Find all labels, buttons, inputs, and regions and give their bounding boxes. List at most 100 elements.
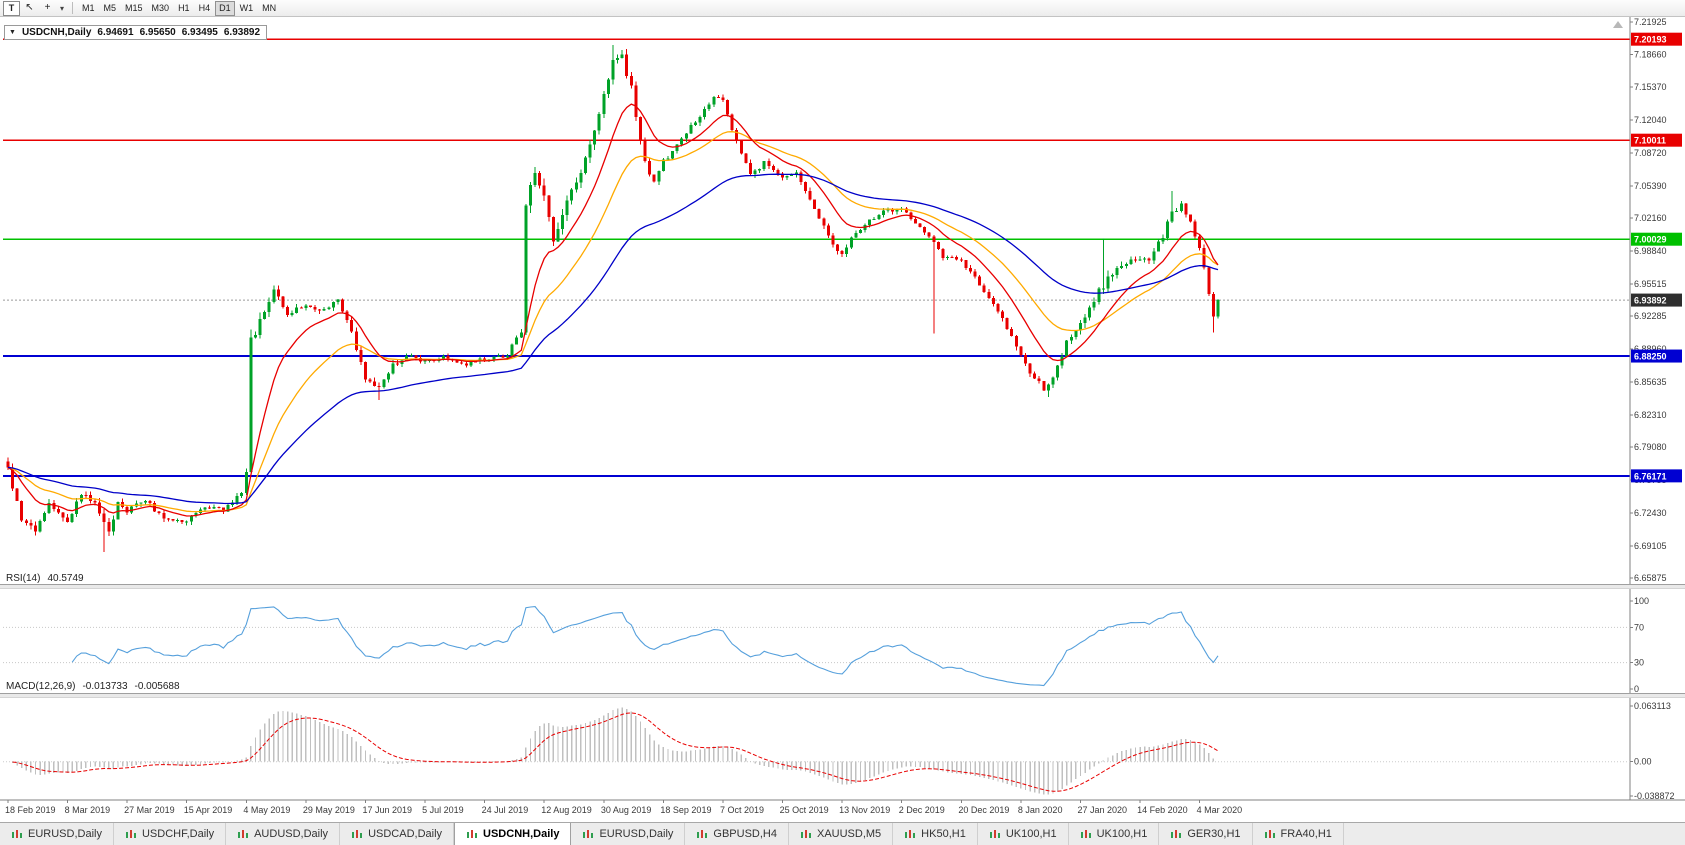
panel-divider-main-rsi[interactable] [0, 584, 1685, 589]
chart-icon [11, 828, 23, 840]
price-tag: 7.20193 [1631, 32, 1682, 46]
svg-text:6.76171: 6.76171 [1634, 471, 1667, 481]
svg-text:6.88250: 6.88250 [1634, 352, 1667, 362]
chart-tab-usdcad-daily[interactable]: USDCAD,Daily [340, 823, 455, 845]
price-tag: 7.10011 [1631, 133, 1682, 147]
macd-signal-line [12, 712, 1219, 792]
timeframe-button-d1[interactable]: D1 [215, 0, 235, 16]
chart-tab-hk50-h1[interactable]: HK50,H1 [893, 823, 978, 845]
svg-text:7.15370: 7.15370 [1634, 82, 1667, 92]
svg-text:30 Aug 2019: 30 Aug 2019 [601, 805, 652, 815]
cursor-tool-button[interactable]: ↖ [21, 1, 38, 16]
chart-tab-bar: EURUSD,Daily USDCHF,Daily AUDUSD,Daily USDC… [0, 822, 1685, 845]
svg-text:7.18660: 7.18660 [1634, 49, 1667, 59]
chart-tab-eurusd-daily[interactable]: EURUSD,Daily [0, 823, 114, 845]
price-tag: 7.00029 [1631, 232, 1682, 246]
timeframe-button-m30[interactable]: M30 [148, 1, 174, 16]
chart-icon [989, 828, 1001, 840]
svg-text:6.88960: 6.88960 [1634, 344, 1667, 354]
chart-tab-gbpusd-h4[interactable]: GBPUSD,H4 [685, 823, 789, 845]
chart-tab-ger30-h1[interactable]: GER30,H1 [1159, 823, 1253, 845]
svg-text:6.82310: 6.82310 [1634, 410, 1667, 420]
macd-signal-value: -0.005688 [134, 681, 180, 692]
svg-text:18 Feb 2019: 18 Feb 2019 [5, 805, 56, 815]
svg-text:8 Jan 2020: 8 Jan 2020 [1018, 805, 1063, 815]
rsi-indicator-label: RSI(14) 40.5749 [6, 573, 84, 584]
svg-text:-0.038872: -0.038872 [1634, 791, 1675, 801]
text-tool-button[interactable]: T [3, 0, 20, 16]
chart-icon [466, 828, 478, 840]
svg-text:13 Nov 2019: 13 Nov 2019 [839, 805, 890, 815]
timeframe-button-mn[interactable]: MN [258, 1, 280, 16]
chart-tab-fra40-h1[interactable]: FRA40,H1 [1253, 823, 1344, 845]
price-tag: 6.88250 [1631, 349, 1682, 363]
price-scale[interactable]: 7.21925 7.18660 7.15370 7.12040 7.08720 7.053… [1629, 17, 1682, 800]
macd-indicator-label: MACD(12,26,9) -0.013733 -0.005688 [6, 681, 180, 692]
price-tag: 6.93892 [1631, 293, 1682, 307]
svg-text:6.65875: 6.65875 [1634, 573, 1667, 583]
svg-text:4 May 2019: 4 May 2019 [243, 805, 290, 815]
svg-text:6.93892: 6.93892 [1634, 296, 1667, 306]
svg-text:24 Jul 2019: 24 Jul 2019 [482, 805, 529, 815]
chart-icon [237, 828, 249, 840]
svg-text:0: 0 [1634, 684, 1639, 694]
cursor-icon: ↖ [25, 2, 34, 13]
svg-text:6.69105: 6.69105 [1634, 541, 1667, 551]
svg-text:6.72430: 6.72430 [1634, 508, 1667, 518]
chart-canvas[interactable]: 7.21925 7.18660 7.15370 7.12040 7.08720 7.053… [0, 17, 1685, 822]
chart-tab-usdchf-daily[interactable]: USDCHF,Daily [114, 823, 227, 845]
svg-text:15 Apr 2019: 15 Apr 2019 [184, 805, 233, 815]
chart-icon [904, 828, 916, 840]
tools-dropdown-button[interactable]: ▾ [57, 1, 67, 16]
candlestick-layer [6, 45, 1220, 552]
chart-tab-uk100-h1[interactable]: UK100,H1 [978, 823, 1069, 845]
time-scale[interactable]: 18 Feb 2019 8 Mar 2019 27 Mar 2019 15 Apr 2… [0, 799, 1685, 815]
timeframe-button-m1[interactable]: M1 [78, 1, 99, 16]
symbol-name: USDCNH,Daily [21, 27, 92, 38]
svg-text:6.79080: 6.79080 [1634, 442, 1667, 452]
chart-tab-eurusd-daily[interactable]: EURUSD,Daily [571, 823, 686, 845]
price-open: 6.94691 [97, 27, 134, 38]
timeframe-button-h1[interactable]: H1 [174, 1, 194, 16]
chart-icon [351, 828, 363, 840]
timeframe-button-w1[interactable]: W1 [236, 1, 258, 16]
chart-tab-uk100-h1[interactable]: UK100,H1 [1069, 823, 1160, 845]
svg-text:18 Sep 2019: 18 Sep 2019 [660, 805, 711, 815]
top-toolbar: T ↖ + ▾ M1 M5 M15 M30 H1 H4 D1 W1 MN [0, 0, 1685, 17]
svg-text:7.20193: 7.20193 [1634, 35, 1667, 45]
svg-text:5 Jul 2019: 5 Jul 2019 [422, 805, 464, 815]
macd-scale[interactable]: 0.063113 0.00 -0.038872 [1630, 701, 1675, 801]
macd-histogram [11, 707, 1219, 795]
chart-tab-label: EURUSD,Daily [599, 828, 674, 840]
chart-icon [1264, 828, 1276, 840]
svg-text:6.95515: 6.95515 [1634, 279, 1667, 289]
rsi-name: RSI(14) [6, 573, 41, 584]
timeframe-button-m5[interactable]: M5 [100, 1, 121, 16]
timeframe-button-m15[interactable]: M15 [121, 1, 147, 16]
chart-icon [1080, 828, 1092, 840]
crosshair-tool-button[interactable]: + [39, 1, 56, 16]
panel-divider-rsi-macd[interactable] [0, 693, 1685, 698]
scroll-marker-icon[interactable] [1613, 21, 1623, 28]
chart-tab-usdcnh-daily[interactable]: USDCNH,Daily [454, 823, 572, 845]
rsi-scale[interactable]: 100 70 30 0 [1630, 596, 1649, 694]
price-low: 6.93495 [181, 27, 218, 38]
chevron-down-icon: ▾ [59, 3, 64, 13]
symbol-ohlc-label[interactable]: ▼ USDCNH,Daily 6.94691 6.95650 6.93495 6… [4, 25, 268, 40]
chart-tab-label: GER30,H1 [1187, 828, 1241, 840]
svg-text:27 Jan 2020: 27 Jan 2020 [1077, 805, 1127, 815]
chart-icon [800, 828, 812, 840]
svg-text:30: 30 [1634, 658, 1644, 668]
svg-text:7.21925: 7.21925 [1634, 17, 1667, 27]
svg-text:17 Jun 2019: 17 Jun 2019 [362, 805, 412, 815]
svg-text:12 Aug 2019: 12 Aug 2019 [541, 805, 592, 815]
svg-text:6.85635: 6.85635 [1634, 377, 1667, 387]
chart-tab-xauusd-m5[interactable]: XAUUSD,M5 [789, 823, 894, 845]
svg-text:7.12040: 7.12040 [1634, 115, 1667, 125]
timeframe-button-h4[interactable]: H4 [195, 1, 215, 16]
chart-tab-audusd-daily[interactable]: AUDUSD,Daily [226, 823, 341, 845]
chart-tab-label: FRA40,H1 [1280, 828, 1332, 840]
chart-tab-label: USDCNH,Daily [483, 828, 560, 840]
svg-text:7.02160: 7.02160 [1634, 213, 1667, 223]
chart-tab-label: USDCAD,Daily [368, 828, 443, 840]
